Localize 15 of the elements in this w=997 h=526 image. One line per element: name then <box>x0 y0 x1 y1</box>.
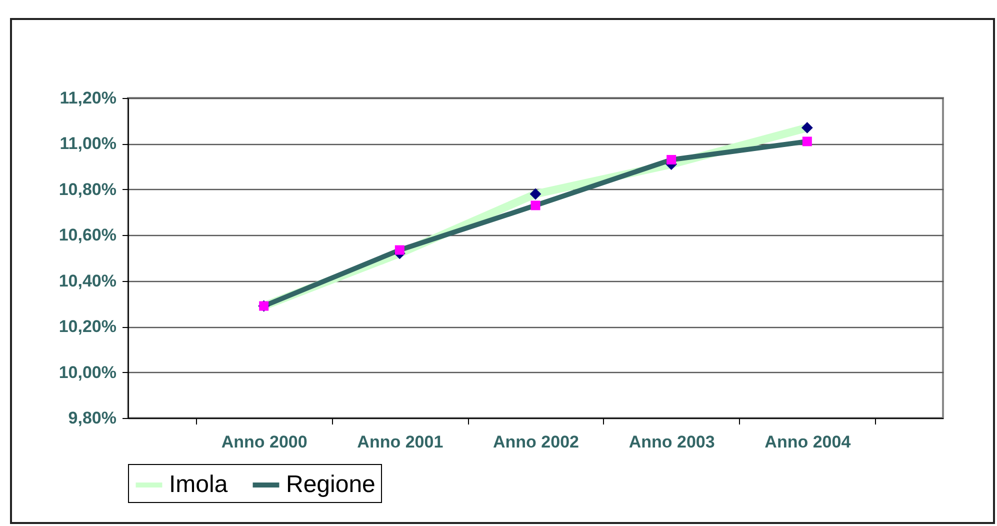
x-tick-label: Anno 2001 <box>357 432 444 452</box>
legend-label: Regione <box>286 471 376 498</box>
y-tick-label: 10,00% <box>58 362 116 382</box>
y-tick-label: 10,60% <box>58 226 116 245</box>
y-tick-label: 10,80% <box>58 180 116 199</box>
legend-label: Imola <box>169 471 228 498</box>
y-tick-label: 11,00% <box>60 134 116 154</box>
y-tick-label: 10,40% <box>58 271 116 290</box>
y-tick-label: 10,20% <box>58 317 116 336</box>
x-tick-label: Anno 2003 <box>628 432 715 452</box>
x-tick-label: Anno 2000 <box>221 432 308 452</box>
x-tick-label: Anno 2002 <box>493 432 579 452</box>
y-tick-label: 11,20% <box>60 88 116 108</box>
y-tick-label: 9,80% <box>68 408 116 428</box>
x-tick-label: Anno 2004 <box>764 432 852 452</box>
